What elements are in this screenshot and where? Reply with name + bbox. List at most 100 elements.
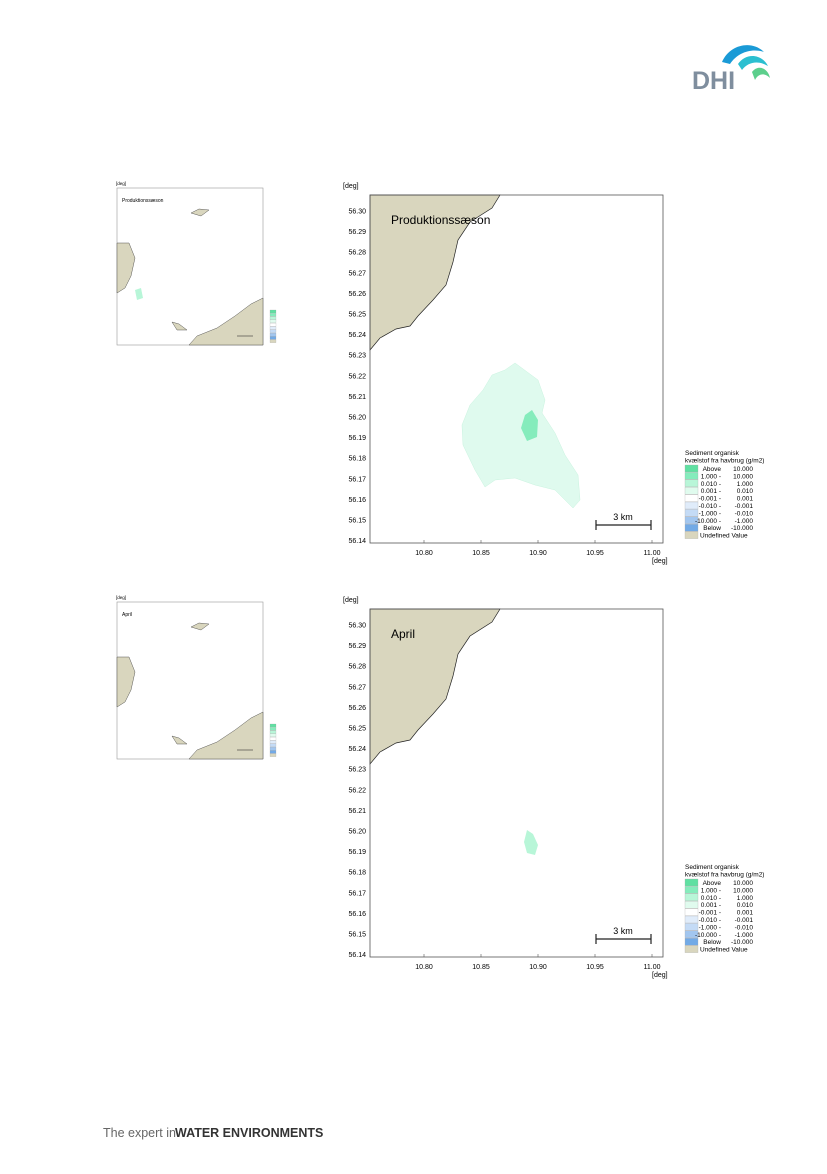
legend-to: 0.001 (737, 496, 754, 503)
legend-from: -1.000 - (699, 924, 721, 931)
legend-from: Above (703, 880, 722, 887)
overview-land (116, 242, 136, 294)
legend-swatch (684, 464, 699, 473)
legend-from: Undefined Value (700, 947, 748, 954)
legend-from: -0.010 - (699, 917, 721, 924)
legend-from: Below (703, 939, 721, 946)
y-tick-label: 56.15 (348, 518, 366, 525)
legend-from: -10.000 - (695, 932, 721, 939)
legend-swatch (684, 524, 699, 532)
overview-land (171, 321, 188, 331)
y-tick-label: 56.19 (348, 849, 366, 856)
legend-to: 10.000 (733, 473, 753, 480)
y-unit: [deg] (343, 597, 359, 604)
logo-wave (738, 55, 768, 70)
overview-label: Produktionssæson (122, 198, 164, 204)
y-tick-label: 56.21 (348, 808, 366, 815)
footer-brand: WATER ENVIRONMENTS (175, 1126, 323, 1140)
overview-legend-swatch (269, 336, 277, 340)
y-tick-label: 56.26 (348, 705, 366, 712)
overview-legend-swatch (269, 326, 277, 330)
legend-from: -0.001 - (699, 910, 721, 917)
scale-bar-label: 3 km (613, 512, 633, 522)
legend-swatch (684, 501, 699, 510)
map-border (369, 608, 664, 958)
overview-legend-swatch (269, 319, 277, 323)
overview-unit: [deg] (116, 595, 126, 600)
legend-from: -1.000 - (699, 510, 721, 517)
overview-legend-swatch (269, 316, 277, 320)
legend-from: Undefined Value (700, 533, 748, 540)
y-tick-label: 56.28 (348, 664, 366, 671)
legend-from: 0.010 - (701, 895, 721, 902)
overview-legend-swatch (269, 737, 277, 741)
y-tick-label: 56.27 (348, 684, 366, 691)
legend-to: -10.000 (731, 525, 753, 532)
legend-to: -0.001 (735, 917, 754, 924)
x-tick-label: 11.00 (644, 550, 661, 557)
y-tick-label: 56.20 (348, 829, 366, 836)
deposition-plume (524, 830, 538, 855)
y-tick-label: 56.26 (348, 291, 366, 298)
legend-swatch (684, 479, 699, 487)
y-tick-label: 56.21 (348, 394, 366, 401)
legend-title: kvælstof fra havbrug (g/m2) (685, 458, 764, 465)
overview-legend-swatch (269, 740, 277, 744)
overview-land (190, 622, 210, 631)
legend-swatch (684, 930, 699, 938)
legend-to: -1.000 (735, 518, 754, 525)
legend-from: -0.001 - (699, 496, 721, 503)
overview-legend-swatch (269, 333, 277, 337)
legend-from: -0.010 - (699, 503, 721, 510)
y-tick-label: 56.30 (348, 209, 366, 216)
logo-wave (722, 45, 764, 64)
x-tick-label: 10.80 (415, 964, 433, 971)
legend-swatch (684, 945, 699, 953)
overview-label: April (122, 612, 132, 618)
overview-legend-swatch (269, 746, 277, 751)
x-tick-label: 10.95 (586, 964, 604, 971)
legend-from: Above (703, 466, 722, 473)
overview-unit: [deg] (116, 181, 126, 186)
legend-from: 0.001 - (701, 902, 721, 909)
overview-plume (135, 288, 143, 300)
x-unit: [deg] (652, 972, 668, 979)
overview-legend-swatch (269, 723, 277, 728)
overview-legend-swatch (269, 730, 277, 734)
legend-to: 10.000 (733, 466, 753, 473)
overview-legend-swatch (269, 743, 277, 747)
y-tick-label: 56.16 (348, 497, 366, 504)
y-tick-label: 56.14 (348, 538, 366, 545)
y-tick-label: 56.18 (348, 870, 366, 877)
scale-bar-label: 3 km (613, 926, 633, 936)
legend-to: -0.010 (735, 924, 754, 931)
y-tick-label: 56.17 (348, 476, 366, 483)
legend-from: Below (703, 525, 721, 532)
legend-swatch (684, 494, 699, 502)
legend-to: 1.000 (737, 481, 754, 488)
map-label: April (391, 627, 415, 641)
land (369, 608, 501, 765)
logo-wave (752, 67, 770, 80)
overview-land (188, 297, 264, 346)
legend-swatch (684, 938, 699, 946)
overview-legend-swatch (269, 323, 277, 327)
x-tick-label: 10.85 (472, 964, 490, 971)
legend-swatch (684, 893, 699, 901)
overview-legend-swatch (269, 753, 277, 757)
legend-to: -10.000 (731, 939, 753, 946)
y-tick-label: 56.17 (348, 890, 366, 897)
y-tick-label: 56.20 (348, 415, 366, 422)
legend-from: -10.000 - (695, 518, 721, 525)
legend-swatch (684, 516, 699, 524)
legend-swatch (684, 531, 699, 539)
legend-from: 0.001 - (701, 488, 721, 495)
overview-legend-swatch (269, 339, 277, 343)
footer-lead: The expert in (103, 1126, 176, 1140)
y-tick-label: 56.23 (348, 767, 366, 774)
legend-title: kvælstof fra havbrug (g/m2) (685, 872, 764, 879)
legend-to: -1.000 (735, 932, 754, 939)
x-tick-label: 10.80 (415, 550, 433, 557)
legend-to: 1.000 (737, 895, 754, 902)
